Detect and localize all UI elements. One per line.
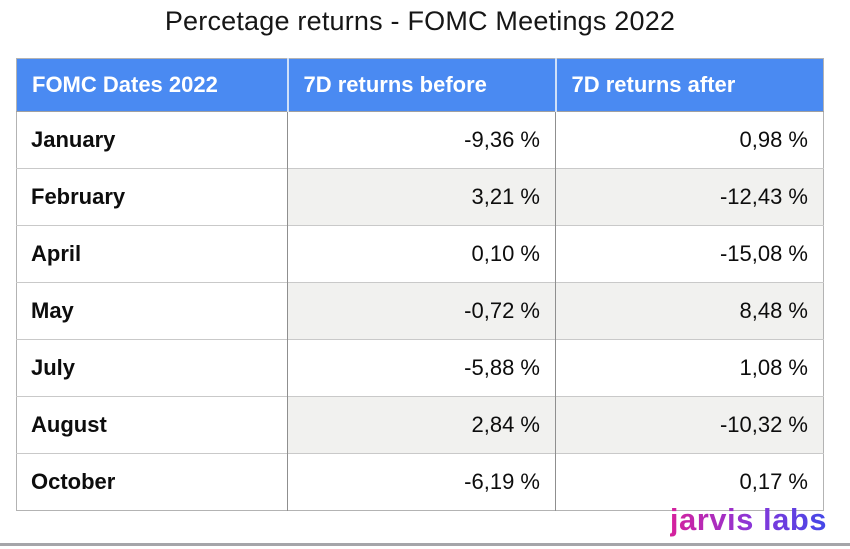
month-cell: August bbox=[16, 396, 288, 454]
table-row-february: February 3,21 % -12,43 % bbox=[16, 168, 824, 226]
returns-after-cell: -12,43 % bbox=[555, 168, 824, 226]
returns-before-cell: -9,36 % bbox=[287, 111, 556, 169]
month-cell: January bbox=[16, 111, 288, 169]
table-row-october: October -6,19 % 0,17 % bbox=[16, 453, 824, 511]
month-cell: February bbox=[16, 168, 288, 226]
column-header-fomc-dates: FOMC Dates 2022 bbox=[16, 58, 288, 112]
returns-before-cell: 0,10 % bbox=[287, 225, 556, 283]
month-cell: May bbox=[16, 282, 288, 340]
returns-after-cell: 1,08 % bbox=[555, 339, 824, 397]
month-cell: July bbox=[16, 339, 288, 397]
table-row-april: April 0,10 % -15,08 % bbox=[16, 225, 824, 283]
column-header-returns-before: 7D returns before bbox=[286, 58, 556, 112]
returns-before-cell: -5,88 % bbox=[287, 339, 556, 397]
table-row-july: July -5,88 % 1,08 % bbox=[16, 339, 824, 397]
returns-after-cell: -15,08 % bbox=[555, 225, 824, 283]
column-header-returns-after: 7D returns after bbox=[554, 58, 824, 112]
returns-after-cell: 0,17 % bbox=[555, 453, 824, 511]
table-row-january: January -9,36 % 0,98 % bbox=[16, 111, 824, 169]
window-bottom-edge bbox=[0, 543, 850, 546]
table-row-may: May -0,72 % 8,48 % bbox=[16, 282, 824, 340]
table-row-august: August 2,84 % -10,32 % bbox=[16, 396, 824, 454]
returns-before-cell: -6,19 % bbox=[287, 453, 556, 511]
month-cell: April bbox=[16, 225, 288, 283]
returns-after-cell: 8,48 % bbox=[555, 282, 824, 340]
jarvis-labs-logo: jarvis labs bbox=[669, 502, 827, 537]
page-title: Percetage returns - FOMC Meetings 2022 bbox=[164, 6, 676, 36]
returns-after-cell: 0,98 % bbox=[555, 111, 824, 169]
fomc-returns-table: FOMC Dates 2022 7D returns before 7D ret… bbox=[16, 58, 824, 511]
returns-after-cell: -10,32 % bbox=[555, 396, 824, 454]
returns-before-cell: 3,21 % bbox=[287, 168, 556, 226]
month-cell: October bbox=[16, 453, 288, 511]
table-header-row: FOMC Dates 2022 7D returns before 7D ret… bbox=[16, 58, 824, 112]
returns-before-cell: -0,72 % bbox=[287, 282, 556, 340]
returns-before-cell: 2,84 % bbox=[287, 396, 556, 454]
